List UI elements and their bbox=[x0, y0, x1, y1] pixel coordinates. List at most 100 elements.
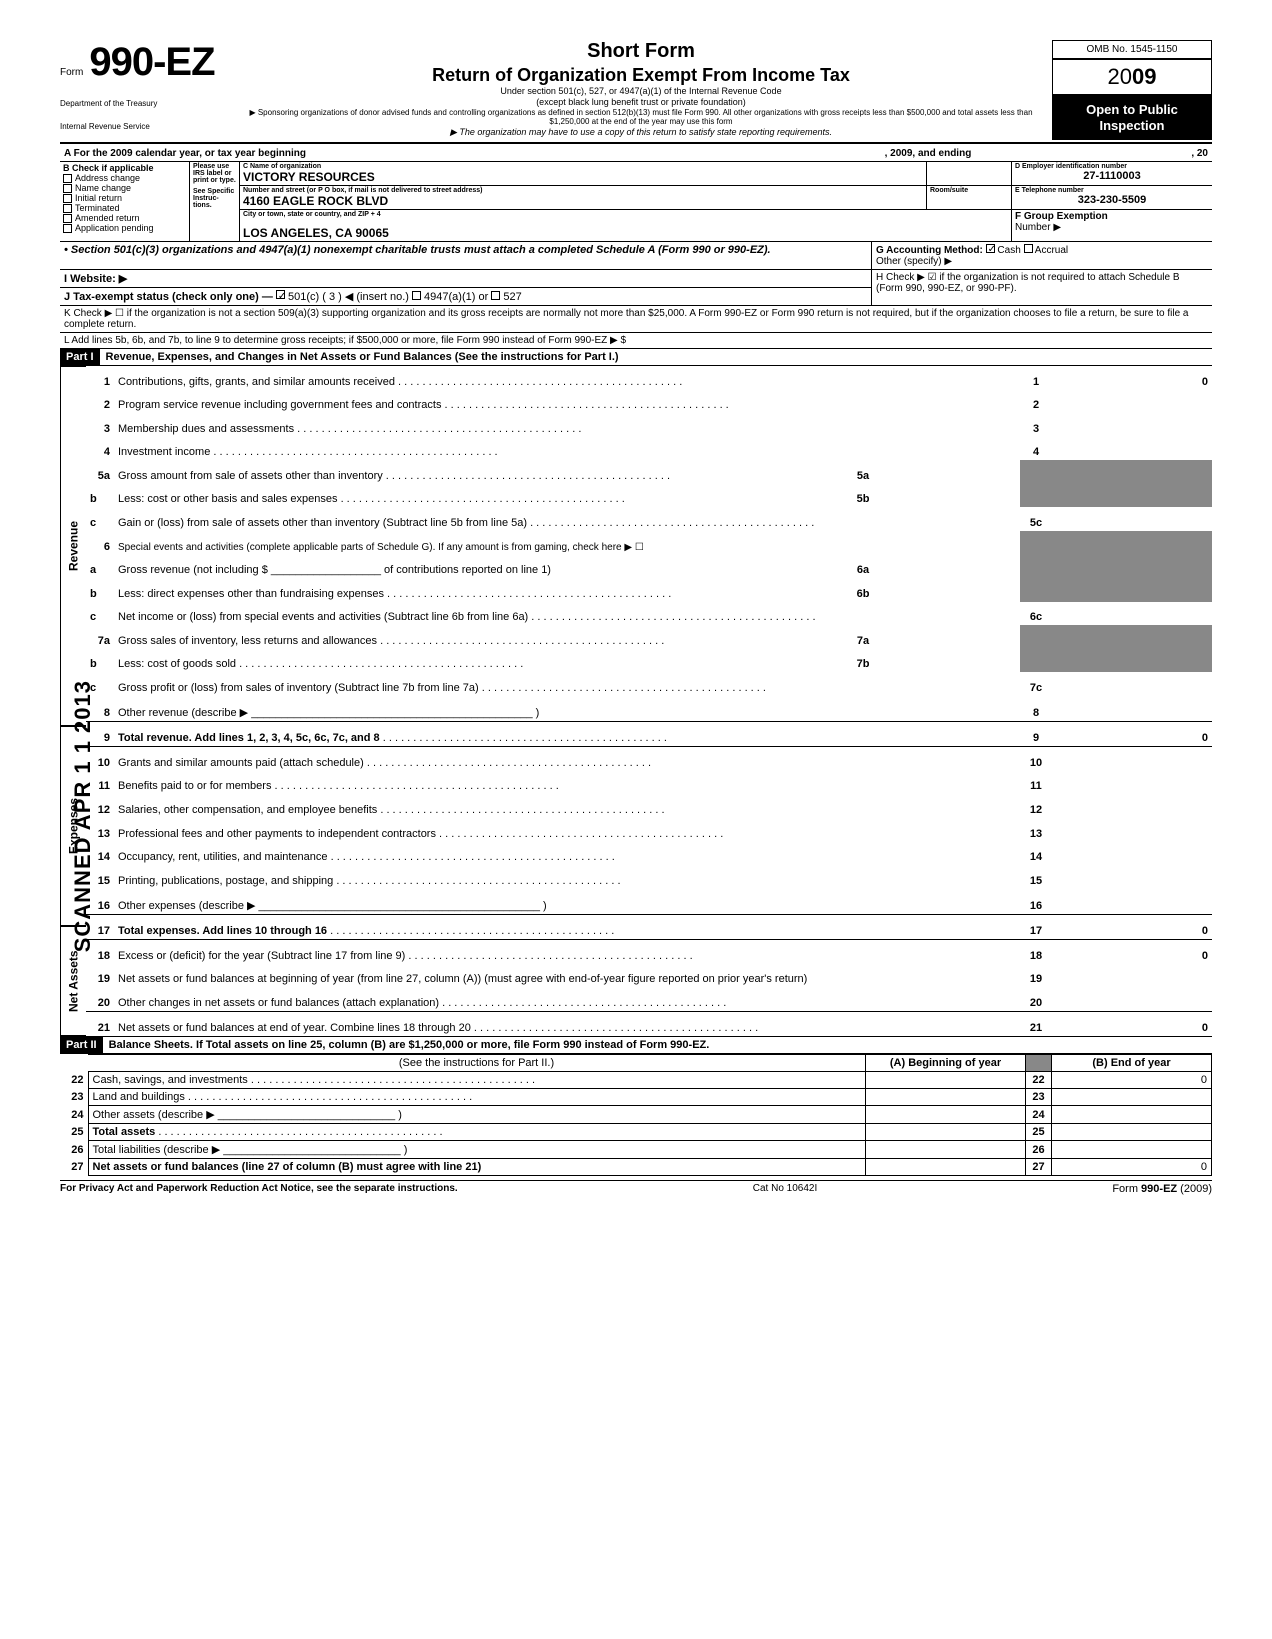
line-14-desc: Occupancy, rent, utilities, and maintena… bbox=[114, 842, 1020, 866]
line-18-val: 0 bbox=[1052, 939, 1212, 963]
vert-net-assets: Net Assets bbox=[61, 926, 86, 1036]
chk-application-pending[interactable] bbox=[63, 224, 72, 233]
line-1-val: 0 bbox=[1052, 366, 1212, 390]
line-1-desc: Contributions, gifts, grants, and simila… bbox=[114, 366, 1020, 390]
501c3-note: • Section 501(c)(3) organizations and 49… bbox=[60, 242, 872, 270]
vert-expenses: Expenses bbox=[61, 726, 86, 926]
part-2-badge: Part II bbox=[60, 1037, 103, 1053]
line-17-text: Total expenses. Add lines 10 through 16 bbox=[118, 925, 327, 937]
line-3-desc: Membership dues and assessments bbox=[114, 413, 1020, 437]
lines-table: 1Contributions, gifts, grants, and simil… bbox=[86, 366, 1212, 1036]
chk-name-change[interactable] bbox=[63, 184, 72, 193]
form-number: 990-EZ bbox=[89, 40, 214, 85]
line-4-desc: Investment income bbox=[114, 437, 1020, 461]
line-h: H Check ▶ ☑ if the organization is not r… bbox=[872, 270, 1212, 306]
f-label: F Group Exemption bbox=[1015, 211, 1209, 222]
bal-23: Land and buildings bbox=[88, 1089, 866, 1106]
short-form-title: Short Form bbox=[240, 40, 1042, 63]
bal-24-text: Other assets (describe ▶ bbox=[93, 1109, 215, 1121]
line-5b-desc: Less: cost or other basis and sales expe… bbox=[114, 484, 846, 508]
line-15-desc: Printing, publications, postage, and shi… bbox=[114, 865, 1020, 889]
ein: 27-1110003 bbox=[1015, 170, 1209, 182]
line-7a-desc: Gross sales of inventory, less returns a… bbox=[114, 625, 846, 649]
line-j-pre: J Tax-exempt status (check only one) — bbox=[64, 291, 273, 303]
balance-sheet-table: (See the instructions for Part II.) (A) … bbox=[60, 1054, 1212, 1176]
year-prefix: 20 bbox=[1108, 64, 1132, 89]
line-16-desc: Other expenses (describe ▶ _____________… bbox=[114, 889, 1020, 915]
footer-form-num: 990-EZ bbox=[1141, 1183, 1177, 1195]
lbl-cash: Cash bbox=[997, 245, 1020, 256]
chk-cash[interactable] bbox=[986, 244, 995, 253]
form-page: SCANNED APR 1 1 2013 Form 990-EZ Departm… bbox=[60, 40, 1212, 1195]
open-line1: Open to Public bbox=[1057, 102, 1207, 118]
line-5c-desc: Gain or (loss) from sale of assets other… bbox=[114, 507, 1020, 531]
line-9-text: Total revenue. Add lines 1, 2, 3, 4, 5c,… bbox=[118, 732, 380, 744]
omb-number: OMB No. 1545-1150 bbox=[1052, 40, 1212, 59]
footer-form-year: (2009) bbox=[1177, 1183, 1212, 1195]
line-a: A For the 2009 calendar year, or tax yea… bbox=[60, 146, 1212, 161]
line-6-desc: Special events and activities (complete … bbox=[114, 531, 1020, 555]
tax-year: 2009 bbox=[1052, 59, 1212, 95]
line-i: I Website: ▶ bbox=[60, 270, 872, 288]
col-a-header: (A) Beginning of year bbox=[866, 1055, 1026, 1072]
j-527: 527 bbox=[503, 291, 521, 303]
lbl-address-change: Address change bbox=[75, 173, 140, 183]
chk-address-change[interactable] bbox=[63, 174, 72, 183]
org-name: VICTORY RESOURCES bbox=[243, 170, 923, 184]
line-16-text: Other expenses (describe ▶ bbox=[118, 900, 255, 912]
chk-527[interactable] bbox=[491, 291, 500, 300]
line-19-desc: Net assets or fund balances at beginning… bbox=[114, 964, 1020, 988]
dept-treasury: Department of the Treasury bbox=[60, 99, 230, 108]
street-address: 4160 EAGLE ROCK BLVD bbox=[243, 194, 923, 208]
page-footer: For Privacy Act and Paperwork Reduction … bbox=[60, 1180, 1212, 1195]
bal-24: Other assets (describe ▶ _______________… bbox=[88, 1106, 866, 1124]
see-instructions: See Specific Instruc-tions. bbox=[193, 188, 236, 209]
section-501-row: • Section 501(c)(3) organizations and 49… bbox=[60, 242, 1212, 270]
lbl-accrual: Accrual bbox=[1035, 245, 1068, 256]
bal-22: Cash, savings, and investments bbox=[88, 1072, 866, 1089]
line-18-desc: Excess or (deficit) for the year (Subtra… bbox=[114, 939, 1020, 963]
line-21-desc: Net assets or fund balances at end of ye… bbox=[114, 1012, 1020, 1037]
footer-form-word: Form bbox=[1112, 1183, 1141, 1195]
subtitle-3: ▶ Sponsoring organizations of donor advi… bbox=[240, 108, 1042, 127]
website-h-row: I Website: ▶ H Check ▶ ☑ if the organiza… bbox=[60, 270, 1212, 306]
check-b-title: B Check if applicable bbox=[63, 163, 186, 173]
telephone: 323-230-5509 bbox=[1015, 194, 1209, 206]
form-header: Form 990-EZ Department of the Treasury I… bbox=[60, 40, 1212, 140]
chk-accrual[interactable] bbox=[1024, 244, 1033, 253]
bal-26-text: Total liabilities (describe ▶ bbox=[93, 1144, 221, 1156]
lbl-terminated: Terminated bbox=[75, 203, 120, 213]
lbl-amended-return: Amended return bbox=[75, 213, 140, 223]
part-1-body: Revenue Expenses Net Assets 1Contributio… bbox=[60, 366, 1212, 1036]
chk-501c[interactable] bbox=[276, 290, 285, 299]
g-label: G Accounting Method: bbox=[876, 245, 983, 256]
lbl-application-pending: Application pending bbox=[75, 223, 154, 233]
line-6a-desc: Gross revenue (not including $ _________… bbox=[114, 555, 846, 579]
e-label: E Telephone number bbox=[1015, 187, 1209, 194]
city-state-zip: LOS ANGELES, CA 90065 bbox=[243, 226, 1008, 240]
line-k: K Check ▶ ☐ if the organization is not a… bbox=[60, 306, 1212, 333]
vert-revenue: Revenue bbox=[61, 366, 86, 726]
part-1-badge: Part I bbox=[60, 349, 100, 365]
line-2-desc: Program service revenue including govern… bbox=[114, 390, 1020, 414]
part-2-header: Part II Balance Sheets. If Total assets … bbox=[60, 1036, 1212, 1054]
subtitle-4: ▶ The organization may have to use a cop… bbox=[240, 127, 1042, 138]
footer-cat: Cat No 10642I bbox=[753, 1183, 818, 1195]
addr-label: Number and street (or P O box, if mail i… bbox=[243, 187, 923, 194]
line-8-desc: Other revenue (describe ▶ ______________… bbox=[114, 696, 1020, 722]
chk-amended-return[interactable] bbox=[63, 214, 72, 223]
bal-26: Total liabilities (describe ▶ __________… bbox=[88, 1141, 866, 1159]
chk-initial-return[interactable] bbox=[63, 194, 72, 203]
bal-25: Total assets bbox=[88, 1124, 866, 1141]
line-17-val: 0 bbox=[1052, 914, 1212, 939]
line-10-desc: Grants and similar amounts paid (attach … bbox=[114, 747, 1020, 771]
j-501c: 501(c) ( 3 ) ◀ (insert no.) bbox=[288, 291, 409, 303]
bal-22b: 0 bbox=[1052, 1072, 1212, 1089]
entity-block: B Check if applicable Address change Nam… bbox=[60, 161, 1212, 242]
chk-terminated[interactable] bbox=[63, 204, 72, 213]
please-label: Please use IRS label or print or type. bbox=[193, 163, 236, 184]
lbl-initial-return: Initial return bbox=[75, 193, 122, 203]
chk-4947[interactable] bbox=[412, 291, 421, 300]
line-12-desc: Salaries, other compensation, and employ… bbox=[114, 794, 1020, 818]
bal-25-text: Total assets bbox=[93, 1126, 156, 1138]
